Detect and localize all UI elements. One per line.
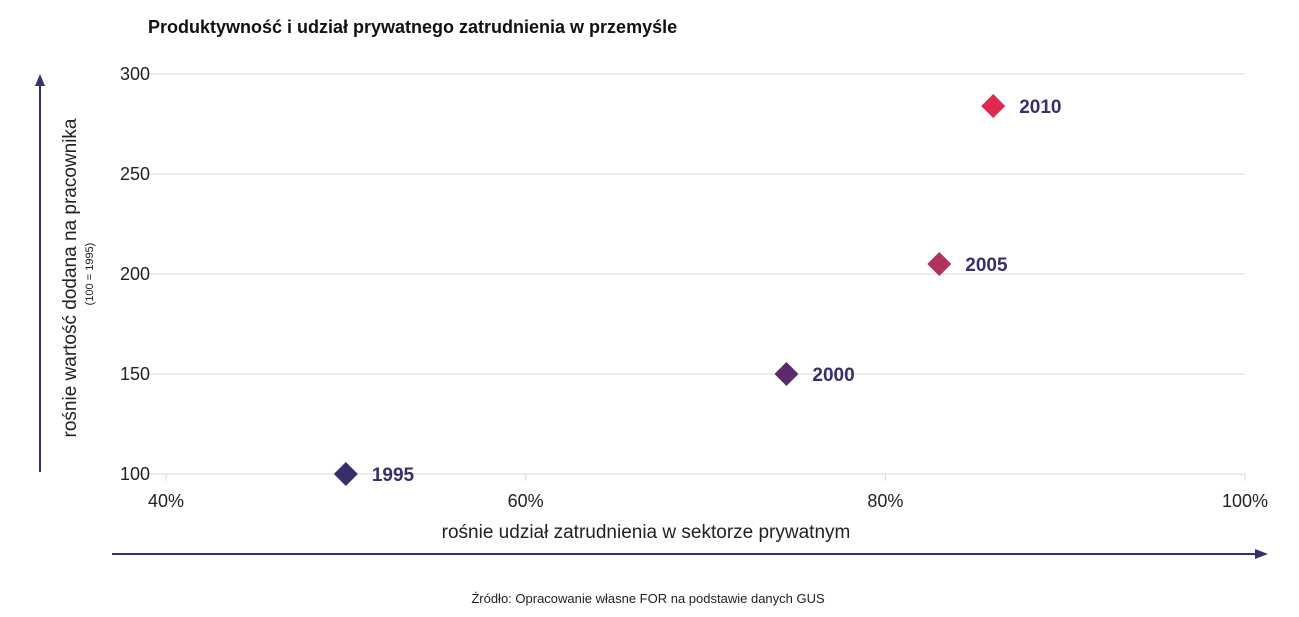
x-tick-label: 60% [508, 491, 544, 511]
y-axis-sublabel: (100 = 1995) [84, 243, 96, 306]
data-label-2000: 2000 [812, 365, 854, 386]
chart-title: Produktywność i udział prywatnego zatrud… [148, 17, 677, 37]
y-tick-label: 250 [120, 164, 150, 184]
x-tick-label: 80% [867, 491, 903, 511]
x-axis-arrow [112, 549, 1268, 559]
data-label-1995: 1995 [372, 465, 415, 486]
y-axis-arrow [35, 74, 45, 472]
y-tick-label: 300 [120, 64, 150, 84]
y-tick-label: 200 [120, 264, 150, 284]
data-point-2010 [981, 94, 1006, 118]
x-tick-label: 40% [148, 491, 184, 511]
source-note: Źródło: Opracowanie własne FOR na podsta… [471, 591, 825, 606]
x-axis-ticks: 40% 60% 80% 100% [148, 474, 1268, 511]
data-points: 1995 2000 2005 2010 [333, 94, 1062, 486]
data-label-2010: 2010 [1019, 97, 1061, 118]
y-axis-label: rośnie wartość dodana na pracownika [60, 118, 81, 437]
x-axis-label: rośnie udział zatrudnienia w sektorze pr… [442, 522, 851, 543]
data-point-1995 [333, 462, 358, 486]
y-axis-ticks: 100 150 200 250 300 [120, 64, 150, 484]
y-tick-label: 100 [120, 464, 150, 484]
data-point-2000 [774, 362, 799, 386]
y-tick-label: 150 [120, 364, 150, 384]
grid [138, 73, 1245, 475]
x-tick-label: 100% [1222, 491, 1268, 511]
data-label-2005: 2005 [965, 255, 1008, 276]
data-point-2005 [927, 252, 952, 276]
